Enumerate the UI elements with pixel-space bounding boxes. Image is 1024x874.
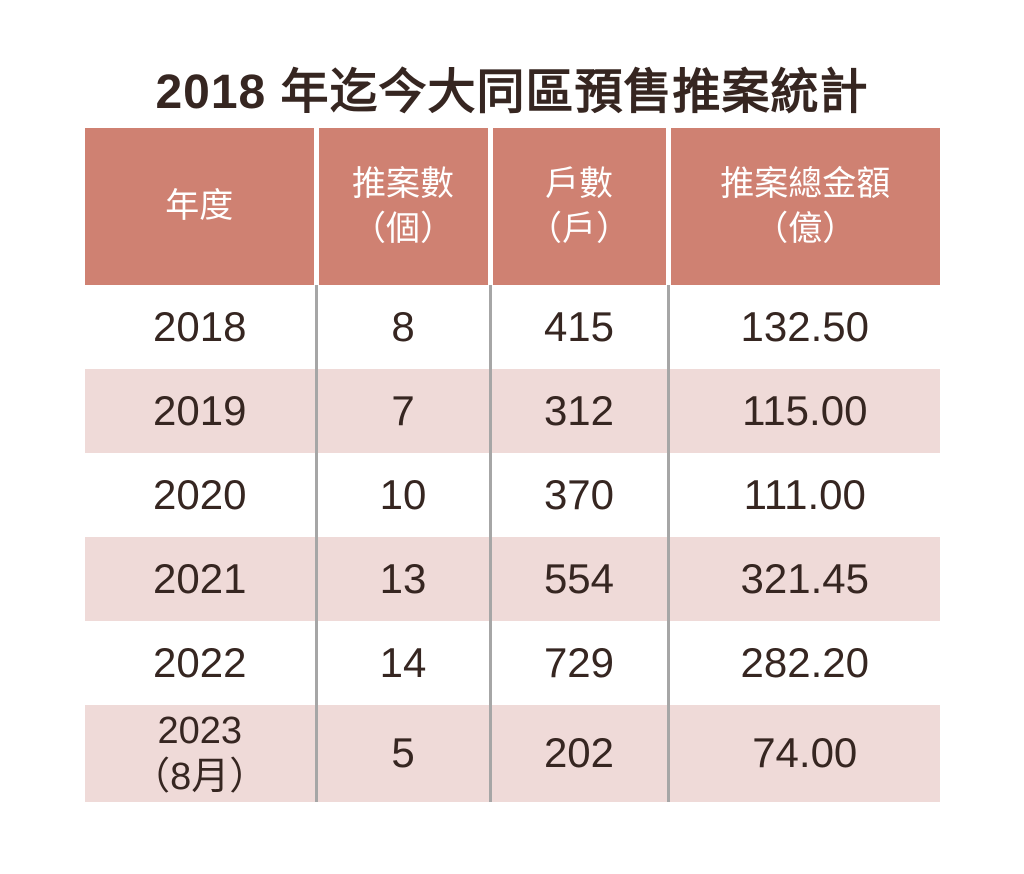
column-header-total-amount: 推案總金額 （億） — [665, 128, 940, 285]
total-amount-cell: 74.00 — [666, 705, 940, 802]
column-header-projects: 推案數 （個） — [313, 128, 490, 285]
projects-cell: 7 — [314, 369, 490, 453]
year-cell: 2018 — [153, 302, 247, 350]
total-amount-cell: 321.45 — [666, 537, 940, 621]
projects-cell: 14 — [314, 621, 490, 705]
total-amount-cell: 115.00 — [666, 369, 940, 453]
projects-cell: 8 — [314, 285, 490, 369]
table-row-2020: 2020 10 370 111.00 — [85, 453, 940, 537]
total-amount-cell: 282.20 — [666, 621, 940, 705]
year-cell: 2022 — [153, 638, 247, 686]
column-header-year: 年度 — [85, 128, 316, 285]
presale-stats-table: 年度 推案數 （個） 戶數 （戶） 推案總金額 （億） 2018 8 415 132.… — [85, 128, 940, 802]
column-header-households-unit: （戶） — [528, 209, 630, 248]
column-header-households: 戶數 （戶） — [487, 128, 668, 285]
households-cell: 729 — [488, 621, 668, 705]
page-title: 2018 年迄今大同區預售推案統計 — [155, 66, 869, 119]
column-header-year-label: 年度 — [165, 187, 234, 225]
households-cell: 202 — [488, 705, 668, 802]
year-cell: 2019 — [153, 386, 247, 434]
header-row: 年度 推案數 （個） 戶數 （戶） 推案總金額 （億） — [85, 128, 940, 285]
column-header-total-amount-unit: （億） — [754, 209, 857, 248]
year-cell: 2023 （8月） — [132, 709, 268, 798]
year-cell: 2021 — [153, 554, 247, 602]
households-cell: 312 — [488, 369, 668, 453]
households-cell: 370 — [488, 453, 668, 537]
table-row-2018: 2018 8 415 132.50 — [85, 285, 940, 369]
households-cell: 554 — [488, 537, 668, 621]
projects-cell: 10 — [314, 453, 490, 537]
table-row-2022: 2022 14 729 282.20 — [85, 621, 940, 705]
total-amount-cell: 132.50 — [666, 285, 940, 369]
column-header-projects-label: 推案數 — [352, 164, 454, 203]
projects-cell: 13 — [314, 537, 490, 621]
projects-cell: 5 — [314, 705, 490, 802]
table-row-2023: 2023 （8月） 5 202 74.00 — [85, 705, 940, 802]
year-cell: 2020 — [153, 470, 247, 518]
total-amount-cell: 111.00 — [666, 453, 940, 537]
households-cell: 415 — [488, 285, 668, 369]
column-header-projects-unit: （個） — [352, 209, 454, 248]
column-header-households-label: 戶數 — [545, 164, 613, 203]
table-row-2019: 2019 7 312 115.00 — [85, 369, 940, 453]
table-row-2021: 2021 13 554 321.45 — [85, 537, 940, 621]
column-header-total-amount-label: 推案總金額 — [720, 164, 891, 203]
